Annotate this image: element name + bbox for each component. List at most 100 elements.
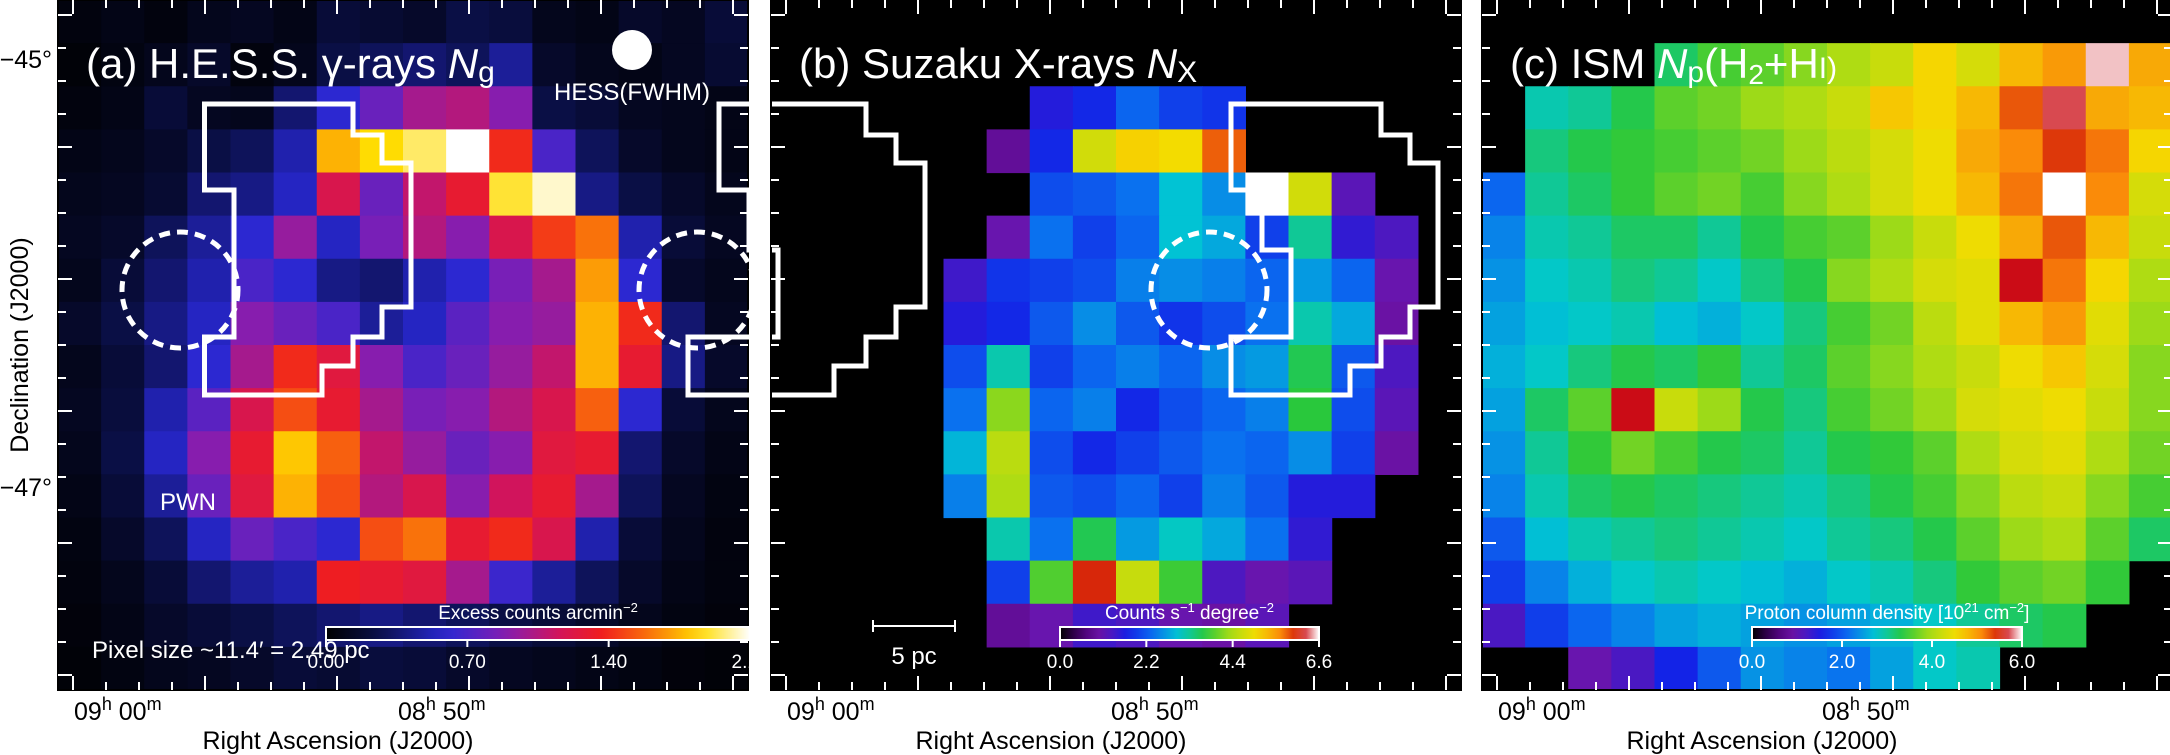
heatmap-cell (144, 388, 188, 432)
heatmap-cell (1740, 431, 1785, 475)
heatmap-cell (359, 86, 404, 130)
heatmap-cell (58, 301, 102, 346)
heatmap-cell (1783, 345, 1828, 389)
heatmap-cell (187, 345, 232, 389)
heatmap-cell (1288, 474, 1333, 519)
heatmap-cell (187, 0, 232, 44)
heatmap-cell (1740, 517, 1785, 562)
heatmap-cell (230, 474, 275, 519)
heatmap-cell (1913, 345, 1957, 389)
heatmap-cell (2085, 86, 2130, 130)
heatmap-cell (2042, 388, 2087, 432)
colorbar-label-part: −1 (1180, 600, 1195, 615)
heatmap-cell (2128, 474, 2170, 519)
heatmap-cell (359, 388, 404, 432)
heatmap-cell (661, 646, 706, 691)
heatmap-cell (1999, 129, 2044, 174)
heatmap-cell (1913, 646, 1957, 691)
colorbar-tick-label: 1.40 (590, 652, 627, 673)
heatmap-cell (273, 86, 318, 130)
heatmap-cell (1654, 431, 1699, 475)
heatmap-cell (403, 388, 447, 432)
heatmap-cell (446, 172, 490, 217)
heatmap-cell (704, 517, 749, 562)
heatmap-cell (230, 431, 275, 475)
colorbar-label-part: Counts s (1105, 603, 1180, 624)
heatmap-cell (1374, 431, 1419, 475)
heatmap-cell (446, 0, 490, 44)
heatmap-cell (1999, 431, 2044, 475)
heatmap-cell (661, 560, 706, 605)
heatmap-cell (1568, 474, 1612, 519)
heatmap-cell (403, 86, 447, 130)
heatmap-cell (101, 172, 145, 217)
heatmap-cell (2085, 215, 2130, 260)
heatmap-cell (1740, 646, 1785, 691)
heatmap-cell (575, 431, 620, 475)
heatmap-cell (446, 345, 490, 389)
heatmap-cell (2128, 43, 2170, 87)
heatmap-cell (1202, 172, 1246, 217)
heatmap-cell (489, 560, 533, 605)
heatmap-cell (1202, 345, 1246, 389)
heatmap-cell (618, 431, 663, 475)
heatmap-cell (1072, 431, 1117, 475)
heatmap-cell (1568, 345, 1612, 389)
heatmap-cell (273, 603, 318, 648)
heatmap-cell (1525, 388, 1569, 432)
heatmap-cell (273, 258, 318, 303)
heatmap-cell (704, 215, 749, 260)
heatmap-cell (1870, 172, 1914, 217)
heatmap-cell (101, 129, 145, 174)
heatmap-cell (273, 0, 318, 44)
heatmap-cell (1029, 301, 1074, 346)
heatmap-cell (2042, 301, 2087, 346)
heatmap-cell (58, 646, 102, 691)
heatmap-cell (273, 474, 318, 519)
x-tick-label: 08h 50m (1111, 694, 1199, 726)
heatmap-cell (1783, 258, 1828, 303)
heatmap-cell (1568, 172, 1612, 217)
heatmap-cell (187, 431, 232, 475)
heatmap-cell (2042, 517, 2087, 562)
heatmap-cell (1482, 345, 1526, 389)
heatmap-cell (1202, 431, 1246, 475)
heatmap-cell (359, 215, 404, 260)
heatmap-cell (1913, 388, 1957, 432)
heatmap-cell (1288, 258, 1333, 303)
heatmap-cell (2042, 43, 2087, 87)
heatmap-cell (575, 215, 620, 260)
heatmap-cell (1116, 517, 1160, 562)
heatmap-cell (230, 172, 275, 217)
heatmap-cell (1288, 517, 1333, 562)
heatmap-cell (1029, 474, 1074, 519)
heatmap-cell (1956, 43, 2001, 87)
heatmap-cell (489, 388, 533, 432)
heatmap-cell (2128, 172, 2170, 217)
heatmap-cell (1827, 129, 1871, 174)
heatmap-cell (1288, 431, 1333, 475)
heatmap-cell (986, 301, 1031, 346)
heatmap-cell (1740, 86, 1785, 130)
heatmap-cell (273, 646, 318, 691)
heatmap-cell (1568, 560, 1612, 605)
colorbar-tick-label: 2.10 (732, 652, 769, 673)
y-axis-label: Declination (J2000) (6, 237, 34, 452)
heatmap-cell (446, 258, 490, 303)
heatmap-cell (1870, 215, 1914, 260)
heatmap-cell (316, 0, 361, 44)
heatmap-cell (1525, 129, 1569, 174)
heatmap-cell (316, 431, 361, 475)
pwn-dashed-circle (1148, 229, 1270, 351)
pwn-dashed-circle (636, 229, 758, 351)
heatmap-cell (1159, 560, 1203, 605)
colorbar-tick-label: 2.0 (1829, 652, 1855, 673)
heatmap-cell (1525, 560, 1569, 605)
heatmap-cell (986, 258, 1031, 303)
heatmap-cell (704, 560, 749, 605)
heatmap-cell (446, 301, 490, 346)
heatmap-cell (489, 431, 533, 475)
heatmap-cell (1956, 129, 2001, 174)
colorbar-tick-label: 2.2 (1133, 652, 1159, 673)
heatmap-cell (2085, 517, 2130, 562)
